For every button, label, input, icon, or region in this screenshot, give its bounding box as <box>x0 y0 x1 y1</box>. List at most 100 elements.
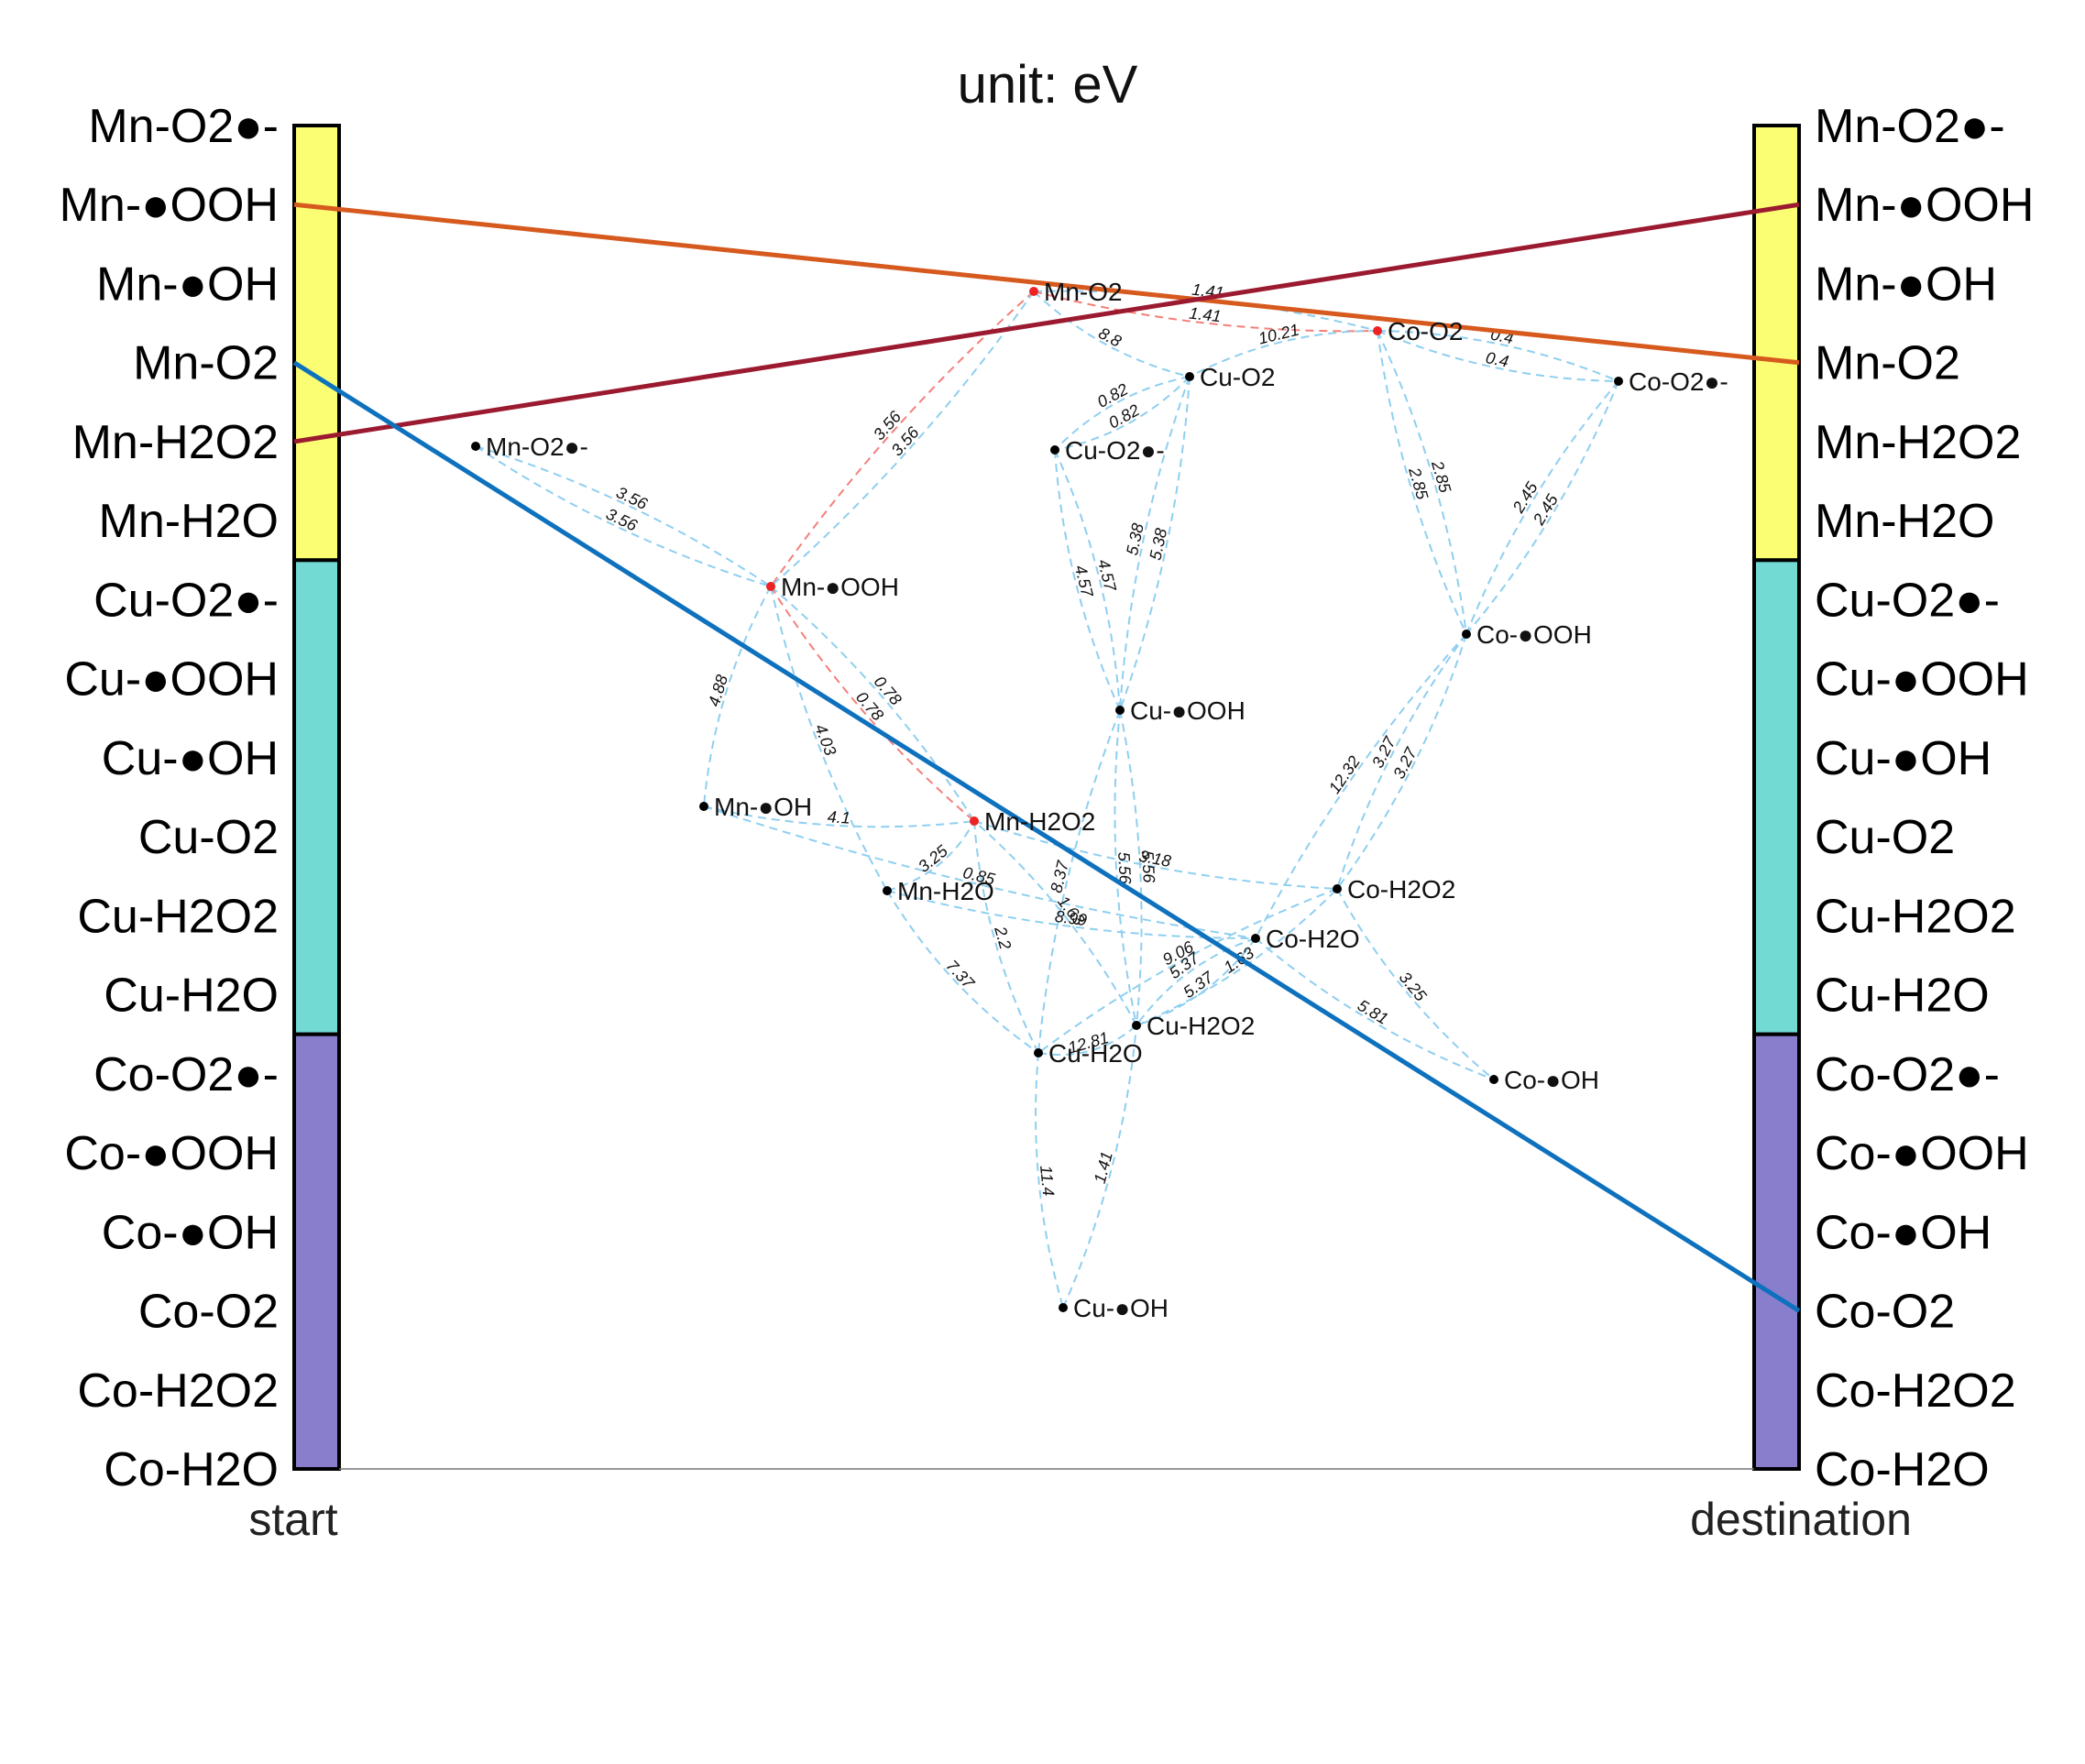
right-label-co-radoh: Co-●OH <box>1815 1206 1992 1259</box>
node-cu-h2o-dot <box>1034 1048 1043 1057</box>
node-co-h2o-dot <box>1251 934 1260 943</box>
edge-cu-h2o-to-cu-radoh <box>1035 1052 1064 1309</box>
node-co-o2rad-label: Co-O2●- <box>1629 367 1728 396</box>
node-mn-h2o2-dot <box>970 816 979 826</box>
node-mn-radooh-dot <box>766 582 775 591</box>
edge-co-o2-to-co-o2rad <box>1377 330 1619 382</box>
edge-mn-radoh-to-mn-h2o2 <box>703 805 975 828</box>
edge-mn-radooh-to-mn-h2o2 <box>770 586 975 822</box>
right-label-co-h2o: Co-H2O <box>1815 1443 1990 1496</box>
edge-cu-o2-to-cu-o2rad <box>1054 376 1191 451</box>
edge-label: 4.1 <box>827 807 850 827</box>
right-bar-mn <box>1752 124 1801 563</box>
node-mn-h2o-dot <box>883 886 892 895</box>
edge-mn-o2-to-co-o2 <box>1033 290 1378 332</box>
edge-label: 0.4 <box>1484 348 1510 371</box>
edge-mn-radoh-to-co-h2o <box>703 805 1256 939</box>
right-label-co-h2o2: Co-H2O2 <box>1815 1364 2016 1418</box>
edge-label: 5.38 <box>1146 527 1170 562</box>
left-label-cu-radooh: Cu-●OOH <box>64 653 279 707</box>
right-label-cu-o2: Cu-O2 <box>1815 811 1955 864</box>
node-co-radooh-dot <box>1462 630 1471 639</box>
edge-cu-o2rad-to-cu-radooh <box>1054 449 1121 711</box>
path-mn-o2-to-co-o2 <box>292 360 1801 1313</box>
edge-cu-radooh-to-cu-h2o2 <box>1119 709 1143 1026</box>
edge-label: 2.2 <box>991 924 1015 951</box>
edge-co-radooh-to-co-h2o2 <box>1336 633 1467 890</box>
node-co-h2o2-label: Co-H2O2 <box>1347 875 1455 904</box>
node-co-o2rad-dot <box>1614 377 1623 386</box>
edge-label: 4.88 <box>705 673 731 708</box>
left-bar-co <box>292 1032 341 1472</box>
left-label-mn-h2o2: Mn-H2O2 <box>72 416 279 469</box>
edge-mn-o2-to-co-o2 <box>1033 290 1378 333</box>
edge-label: 5.38 <box>1123 521 1147 556</box>
node-cu-h2o-label: Cu-H2O <box>1048 1039 1143 1068</box>
right-label-mn-h2o: Mn-H2O <box>1815 495 1994 548</box>
edge-co-o2-to-co-radooh <box>1377 330 1467 635</box>
edge-mn-o2-to-mn-radooh <box>770 290 1035 587</box>
edge-label: 2.85 <box>1428 458 1455 496</box>
edge-mn-h2o-to-cu-h2o <box>886 890 1039 1054</box>
edge-cu-radoh-to-cu-h2o2 <box>1062 1024 1137 1309</box>
edge-mn-o2rad-to-mn-radooh <box>475 445 772 587</box>
left-bar-cu <box>292 558 341 1036</box>
right-label-cu-h2o: Cu-H2O <box>1815 970 1990 1023</box>
edge-label: 4.57 <box>1071 564 1097 600</box>
left-label-mn-o2rad: Mn-O2●- <box>88 100 279 153</box>
edge-cu-radooh-to-cu-h2o2 <box>1114 709 1137 1026</box>
transition-paths <box>292 202 1801 1313</box>
right-label-co-radooh: Co-●OOH <box>1815 1127 2029 1180</box>
edge-co-h2o-to-cu-h2o2 <box>1136 937 1256 1026</box>
edge-mn-h2o2-to-co-h2o2 <box>973 820 1338 890</box>
node-mn-h2o-label: Mn-H2O <box>897 877 994 905</box>
edge-cu-h2o2-to-co-h2o2 <box>1136 888 1338 1026</box>
right-label-co-o2rad: Co-O2●- <box>1815 1048 2000 1101</box>
right-bar-co <box>1752 1032 1801 1472</box>
path-mn-h2o2-to-mn-radooh <box>293 202 1800 444</box>
edge-label: 5.56 <box>1138 850 1158 884</box>
left-label-cu-radoh: Cu-●OH <box>102 732 279 785</box>
node-mn-o2rad-label: Mn-O2●- <box>486 433 588 461</box>
right-label-mn-radoh: Mn-●OH <box>1815 257 1997 311</box>
edge-label: 2.85 <box>1405 465 1432 502</box>
left-label-mn-o2: Mn-O2 <box>133 337 279 390</box>
edge-label: 3.25 <box>1396 969 1431 1006</box>
edge-co-h2o-to-co-radoh <box>1255 937 1495 1080</box>
right-label-cu-o2rad: Cu-O2●- <box>1815 574 2000 627</box>
right-label-mn-radooh: Mn-●OOH <box>1815 179 2034 232</box>
edge-label: 7.37 <box>942 957 978 993</box>
edge-cu-o2rad-to-cu-radooh <box>1054 449 1121 711</box>
right-label-mn-o2: Mn-O2 <box>1815 337 1960 390</box>
network-nodes: Mn-O2 Co-O2 Cu-O2 Co-O2●- Mn-O2●- Cu-O2●- Mn-●… <box>471 278 1728 1322</box>
right-label-mn-h2o2: Mn-H2O2 <box>1815 416 2021 469</box>
node-cu-radooh-label: Cu-●OOH <box>1130 696 1246 725</box>
edge-co-h2o2-to-cu-h2o <box>1037 888 1338 1054</box>
path-mn-radooh-to-mn-o2 <box>293 202 1800 366</box>
edge-co-radooh-to-co-h2o2 <box>1336 633 1467 890</box>
left-label-co-o2rad: Co-O2●- <box>93 1048 279 1101</box>
left-label-co-h2o2: Co-H2O2 <box>77 1364 279 1418</box>
left-label-mn-h2o: Mn-H2O <box>99 495 279 548</box>
edge-label: 10.21 <box>1256 321 1301 348</box>
left-bar-mn <box>292 124 341 563</box>
node-mn-h2o2-label: Mn-H2O2 <box>984 807 1095 836</box>
edge-cu-o2-to-cu-radooh <box>1119 376 1191 711</box>
left-label-mn-radooh: Mn-●OOH <box>60 179 279 232</box>
node-co-radoh-dot <box>1489 1075 1498 1084</box>
edge-label: 5.56 <box>1114 851 1135 885</box>
node-cu-radooh-dot <box>1115 706 1125 715</box>
node-mn-radoh-dot <box>699 802 708 811</box>
edge-label: 1.41 <box>1188 304 1222 326</box>
node-cu-h2o2-dot <box>1132 1021 1141 1030</box>
node-mn-o2rad-dot <box>471 442 480 451</box>
node-cu-o2-dot <box>1185 372 1194 381</box>
species-labels: Mn-O2●- Mn-O2●- Mn-●OOH Mn-●OOH Mn-●OH Mn-●OH… <box>60 100 2035 1496</box>
network-edges <box>475 290 1619 1309</box>
edge-mn-o2rad-to-mn-radooh <box>475 445 772 587</box>
node-co-h2o2-dot <box>1333 884 1342 893</box>
node-co-o2-label: Co-O2 <box>1388 317 1463 345</box>
edge-label: 12.32 <box>1325 752 1364 796</box>
start-label: start <box>248 1494 337 1545</box>
edge-mn-radooh-to-mn-h2o2 <box>770 586 975 822</box>
